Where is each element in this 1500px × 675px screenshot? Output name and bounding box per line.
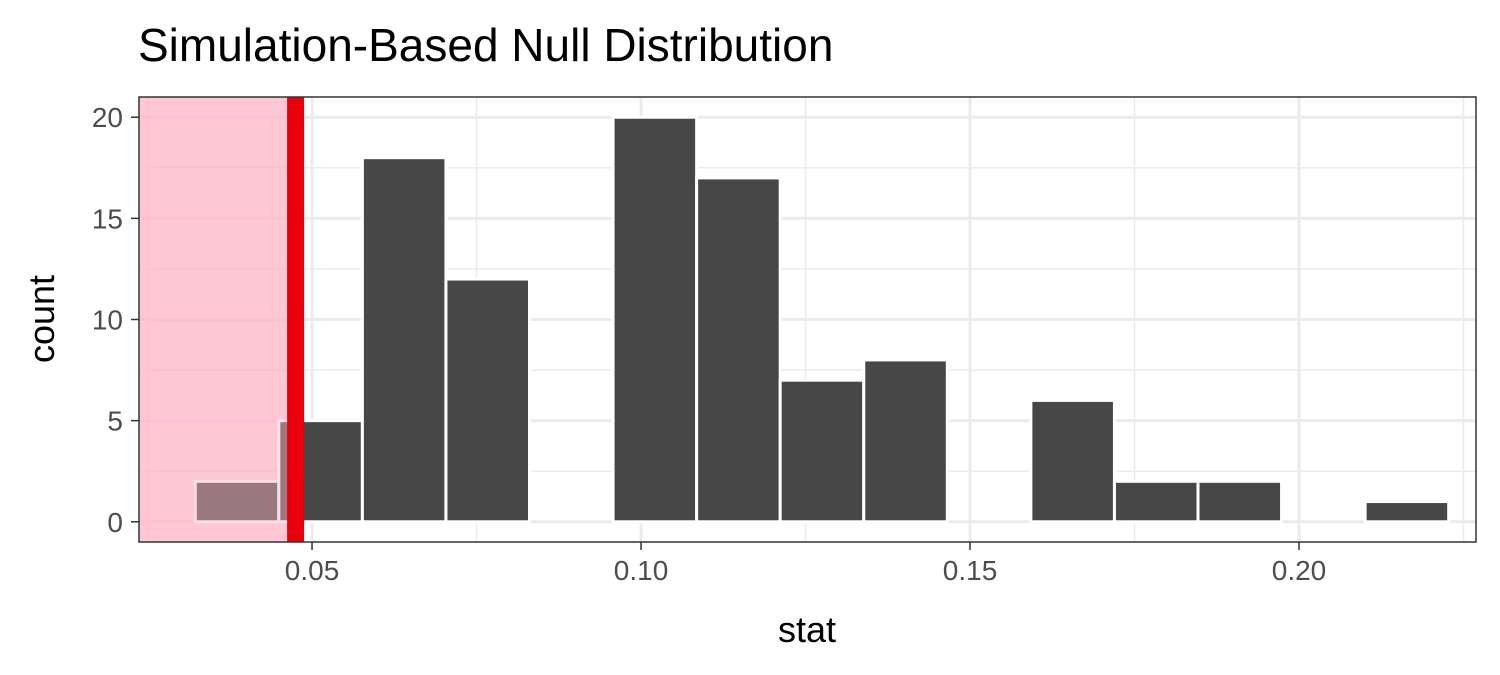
x-tick-label: 0.05: [285, 555, 340, 586]
y-axis: 0 5 10 15 20: [92, 102, 139, 538]
histogram-bar: [695, 176, 782, 524]
shaded-region-layer: [139, 97, 296, 542]
histogram-bar: [444, 277, 532, 524]
histogram-bar: [1112, 479, 1200, 524]
y-tick-label: 5: [107, 406, 123, 437]
x-axis: 0.05 0.10 0.15 0.20: [285, 542, 1326, 586]
shaded-region-overlay: [139, 97, 296, 542]
histogram-bar: [360, 156, 448, 524]
x-tick-label: 0.10: [614, 555, 669, 586]
histogram-bar: [778, 378, 866, 524]
histogram-bar: [1363, 500, 1451, 524]
y-tick-label: 15: [92, 203, 123, 234]
histogram-bars: [193, 115, 1451, 524]
shaded-region: [139, 97, 296, 542]
histogram-bar: [1196, 479, 1284, 524]
histogram-bar: [1029, 398, 1116, 524]
chart-title: Simulation-Based Null Distribution: [138, 19, 834, 71]
y-tick-label: 20: [92, 102, 123, 133]
y-tick-label: 10: [92, 305, 123, 336]
histogram-bar: [611, 115, 699, 524]
x-tick-label: 0.15: [943, 555, 998, 586]
shaded-overlay-layer: [139, 97, 296, 542]
y-axis-title: count: [21, 275, 62, 363]
y-tick-label: 0: [107, 507, 123, 538]
x-tick-label: 0.20: [1272, 555, 1327, 586]
x-axis-title: stat: [778, 609, 836, 650]
histogram-bar: [862, 358, 949, 524]
